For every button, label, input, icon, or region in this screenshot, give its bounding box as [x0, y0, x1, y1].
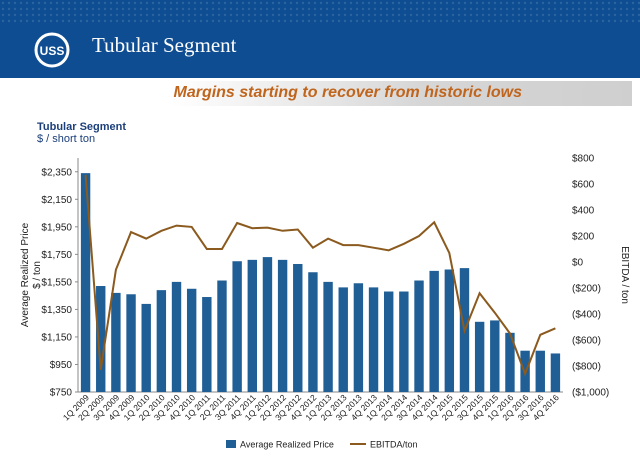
right-tick-label: ($600)	[572, 336, 601, 347]
left-tick-label: $1,150	[41, 332, 72, 343]
bar-price	[247, 259, 257, 392]
chart-title: Tubular Segment	[37, 121, 127, 133]
right-tick-label: $600	[572, 180, 595, 191]
bar-price	[308, 272, 318, 392]
legend-label-ebitda: EBITDA/ton	[370, 440, 418, 450]
bar-price	[111, 292, 121, 392]
bar-price	[490, 320, 500, 392]
left-tick-label: $750	[50, 388, 73, 399]
logo-text: USS	[40, 44, 65, 58]
left-tick-label: $2,150	[41, 195, 72, 206]
right-tick-label: $0	[572, 258, 584, 269]
left-tick-label: $2,350	[41, 167, 72, 178]
chart-subtitle: $ / short ton	[37, 133, 96, 145]
slide-subtitle: Margins starting to recover from histori…	[173, 84, 522, 101]
left-tick-label: $950	[50, 360, 73, 371]
legend-swatch-price	[226, 440, 236, 448]
y-right-axis-title: EBITDA / ton	[619, 246, 630, 304]
bar-price	[429, 270, 439, 392]
bar-price	[80, 173, 91, 392]
bar-price	[277, 259, 288, 392]
bar-price	[232, 261, 242, 392]
bar-price	[474, 321, 485, 392]
header-banner	[0, 0, 640, 78]
right-tick-label: ($800)	[572, 362, 601, 373]
page-title: Tubular Segment	[92, 33, 237, 57]
bar-price	[505, 332, 515, 392]
bar-price	[262, 257, 273, 392]
left-tick-label: $1,350	[41, 305, 72, 316]
bar-price	[550, 353, 561, 392]
bar-price	[353, 283, 364, 392]
right-tick-label: ($400)	[572, 310, 601, 321]
right-tick-label: $400	[572, 206, 595, 217]
bar-price	[171, 281, 182, 392]
banner-background	[0, 0, 640, 78]
line-ebitda	[84, 174, 556, 377]
right-tick-label: $200	[572, 232, 595, 243]
bar-price	[414, 280, 424, 392]
bar-price	[186, 288, 197, 392]
y-left-axis-title: Average Realized Price$ / ton	[20, 222, 43, 327]
uss-logo: USS	[34, 32, 70, 68]
bar-price	[96, 286, 106, 392]
bar-price	[126, 294, 136, 392]
bar-price	[399, 291, 409, 392]
bar-price	[156, 290, 167, 392]
bar-price	[535, 350, 545, 392]
left-tick-label: $1,550	[41, 277, 72, 288]
bar-price	[293, 263, 303, 392]
bar-price	[141, 303, 151, 392]
bar-price	[338, 287, 348, 392]
bar-price	[368, 287, 379, 392]
bar-price	[202, 297, 212, 392]
legend-label-price: Average Realized Price	[240, 440, 334, 450]
right-tick-label: $800	[572, 154, 595, 165]
right-tick-label: ($200)	[572, 284, 601, 295]
left-tick-label: $1,750	[41, 250, 72, 261]
right-tick-label: ($1,000)	[572, 388, 609, 399]
left-tick-label: $1,950	[41, 222, 72, 233]
subtitle-bar	[170, 81, 632, 106]
bar-price	[444, 269, 455, 392]
bar-price	[323, 281, 333, 392]
bar-price	[384, 291, 394, 392]
bar-price	[217, 280, 227, 392]
